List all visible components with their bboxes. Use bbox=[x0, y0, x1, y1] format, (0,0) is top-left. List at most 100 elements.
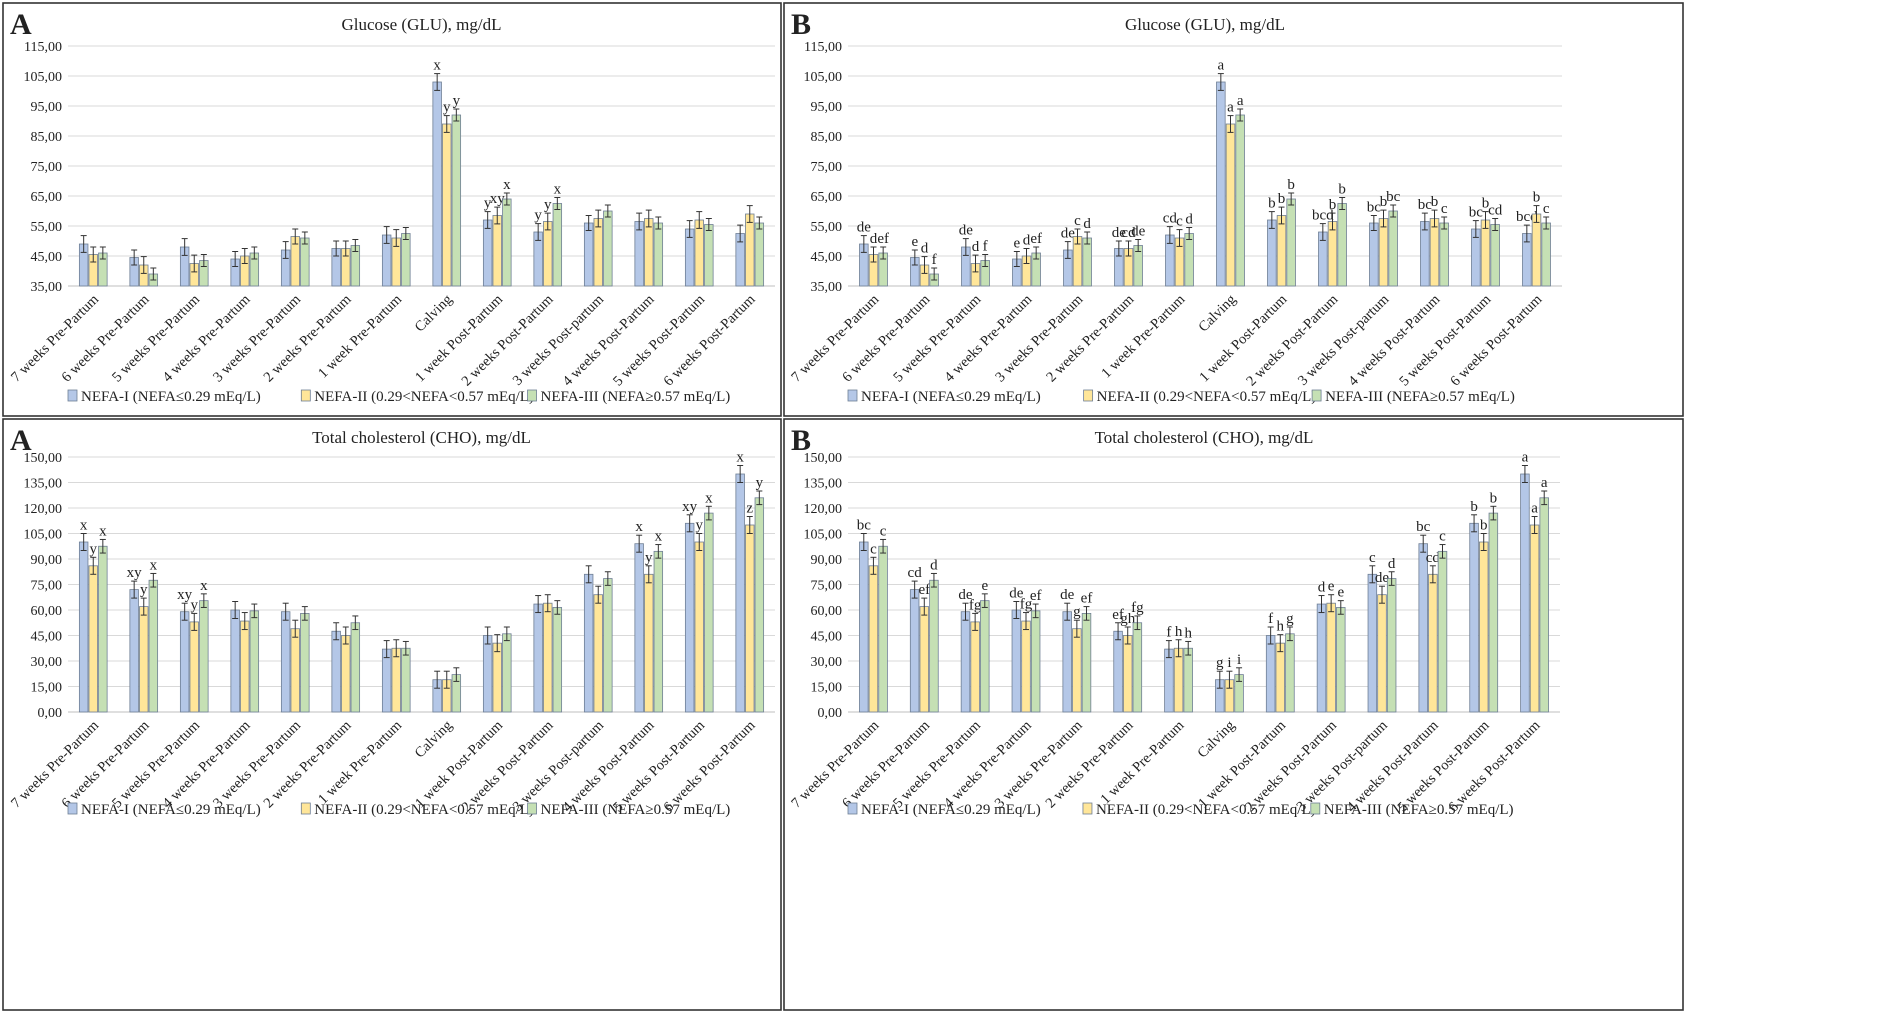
significance-label: bc bbox=[1418, 197, 1433, 213]
significance-label: c bbox=[880, 523, 887, 539]
chart-title: Total cholesterol (CHO), mg/dL bbox=[1095, 428, 1314, 447]
significance-label: a bbox=[1227, 100, 1234, 116]
bar bbox=[1541, 222, 1551, 287]
bar bbox=[1520, 473, 1530, 713]
significance-label: ef bbox=[877, 231, 889, 247]
bar bbox=[1183, 647, 1193, 713]
legend-label: NEFA-III (NEFA≥0.57 mEq/L) bbox=[1325, 389, 1515, 405]
significance-label: de bbox=[1060, 587, 1075, 603]
bar bbox=[644, 218, 654, 287]
bar bbox=[694, 219, 704, 287]
significance-label: cd bbox=[1163, 211, 1178, 227]
significance-label: x bbox=[705, 490, 713, 506]
significance-label: y bbox=[756, 475, 764, 491]
significance-label: h bbox=[1175, 624, 1183, 640]
bar bbox=[401, 647, 411, 713]
significance-label: d bbox=[1023, 233, 1031, 249]
bar bbox=[290, 628, 300, 713]
significance-label: de bbox=[1375, 570, 1390, 586]
bar bbox=[1235, 114, 1245, 287]
significance-label: x bbox=[99, 523, 107, 539]
significance-label: d bbox=[1318, 580, 1326, 596]
legend-swatch bbox=[300, 389, 311, 402]
bar bbox=[1184, 233, 1194, 287]
significance-label: f bbox=[983, 239, 988, 255]
bar bbox=[249, 610, 260, 713]
significance-label: ef bbox=[1030, 231, 1042, 247]
bar bbox=[442, 123, 452, 287]
chart-title: Total cholesterol (CHO), mg/dL bbox=[312, 428, 531, 447]
significance-label: c bbox=[1176, 214, 1183, 230]
significance-label: d bbox=[1083, 216, 1091, 232]
bar bbox=[980, 600, 990, 713]
significance-label: e bbox=[1337, 585, 1344, 601]
significance-label: z bbox=[746, 501, 753, 517]
significance-label: x bbox=[655, 529, 663, 545]
bar bbox=[88, 565, 98, 713]
y-tick-label: 105,00 bbox=[24, 528, 63, 543]
y-tick-label: 30,00 bbox=[811, 655, 843, 670]
significance-label: b bbox=[1278, 191, 1286, 207]
bar bbox=[1082, 237, 1092, 287]
significance-label: d bbox=[972, 239, 980, 255]
bar bbox=[970, 621, 980, 713]
bar bbox=[1428, 573, 1438, 713]
bar bbox=[129, 589, 139, 713]
bar bbox=[878, 545, 888, 713]
y-tick-label: 150,00 bbox=[24, 451, 63, 466]
bar bbox=[919, 606, 930, 713]
legend-label: NEFA-III (NEFA≥0.57 mEq/L) bbox=[541, 802, 731, 818]
bar bbox=[1113, 630, 1123, 713]
significance-label: x bbox=[554, 182, 562, 198]
legend-label: NEFA-II (0.29<NEFA<0.57 mEq/L) bbox=[1096, 802, 1316, 818]
significance-label: x bbox=[635, 519, 643, 535]
bar bbox=[1478, 541, 1489, 713]
bar bbox=[1469, 522, 1479, 713]
bar bbox=[1386, 578, 1397, 713]
legend-label: NEFA-III (NEFA≥0.57 mEq/L) bbox=[1324, 802, 1514, 818]
bar bbox=[909, 589, 920, 713]
significance-label: b bbox=[1480, 518, 1488, 534]
bar bbox=[1418, 543, 1428, 713]
significance-label: de bbox=[1131, 224, 1146, 240]
bar bbox=[179, 611, 190, 713]
bar bbox=[1164, 648, 1174, 713]
bar bbox=[1490, 224, 1500, 287]
significance-label: a bbox=[1237, 93, 1244, 109]
significance-label: a bbox=[1531, 501, 1538, 517]
bar bbox=[1429, 218, 1440, 287]
significance-label: h bbox=[1277, 619, 1285, 635]
significance-label: g bbox=[1286, 611, 1294, 627]
y-tick-label: 15,00 bbox=[811, 681, 843, 696]
bar bbox=[868, 565, 879, 713]
significance-label: f bbox=[1268, 611, 1273, 627]
bar bbox=[341, 635, 351, 713]
bar bbox=[1327, 221, 1338, 287]
significance-label: x bbox=[200, 578, 208, 594]
significance-label: xy bbox=[490, 191, 506, 207]
bar bbox=[1336, 607, 1346, 713]
bar bbox=[1081, 613, 1092, 713]
y-tick-label: 115,00 bbox=[24, 40, 62, 55]
significance-label: x bbox=[80, 518, 88, 534]
y-tick-label: 60,00 bbox=[31, 604, 63, 619]
y-tick-label: 0,00 bbox=[38, 706, 63, 721]
bar bbox=[331, 630, 341, 713]
y-tick-label: 120,00 bbox=[804, 502, 843, 517]
bar bbox=[1030, 610, 1041, 713]
significance-label: bc bbox=[1469, 205, 1484, 221]
bar bbox=[1062, 611, 1072, 713]
bar bbox=[451, 114, 462, 287]
bar bbox=[1216, 81, 1226, 287]
legend-label: NEFA-II (0.29<NEFA<0.57 mEq/L) bbox=[314, 389, 534, 405]
legend-swatch bbox=[300, 802, 311, 815]
significance-label: cd bbox=[1121, 225, 1136, 241]
legend-label: NEFA-I (NEFA≤0.29 mEq/L) bbox=[861, 389, 1041, 405]
significance-label: de bbox=[857, 220, 872, 236]
bar bbox=[1225, 123, 1236, 287]
bar bbox=[1377, 594, 1387, 713]
significance-label: d bbox=[921, 241, 929, 257]
bar bbox=[1072, 628, 1082, 713]
significance-label: y bbox=[191, 597, 199, 613]
bar bbox=[199, 600, 209, 713]
